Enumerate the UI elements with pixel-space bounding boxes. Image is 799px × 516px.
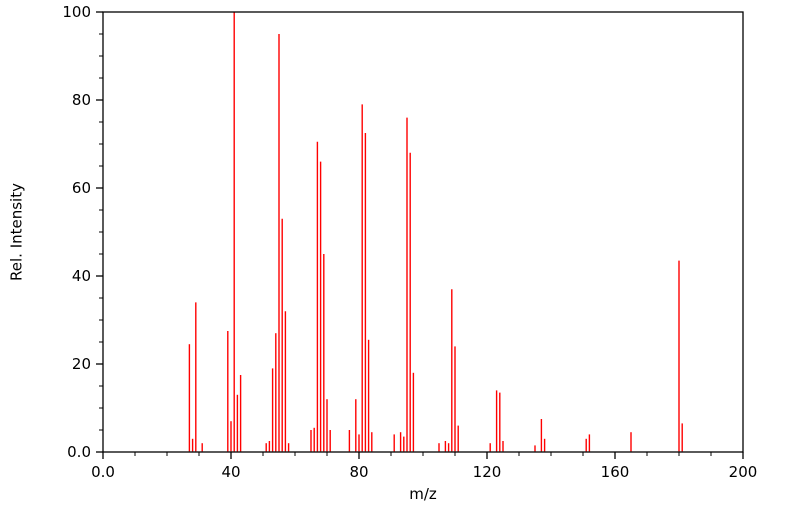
y-tick-label: 40 bbox=[72, 267, 91, 285]
y-tick-label: 0.0 bbox=[67, 443, 91, 461]
y-tick-label: 20 bbox=[72, 355, 91, 373]
y-axis-label: Rel. Intensity bbox=[7, 183, 26, 281]
y-tick-label: 80 bbox=[72, 91, 91, 109]
x-tick-label: 120 bbox=[473, 463, 502, 481]
x-tick-label: 0.0 bbox=[91, 463, 115, 481]
x-tick-label: 80 bbox=[349, 463, 368, 481]
x-tick-label: 40 bbox=[221, 463, 240, 481]
x-axis-label: m/z bbox=[409, 485, 437, 503]
x-tick-label: 160 bbox=[601, 463, 630, 481]
x-tick-label: 200 bbox=[729, 463, 758, 481]
plot-frame bbox=[102, 11, 744, 453]
y-tick-label: 100 bbox=[62, 3, 91, 21]
y-tick-label: 60 bbox=[72, 179, 91, 197]
